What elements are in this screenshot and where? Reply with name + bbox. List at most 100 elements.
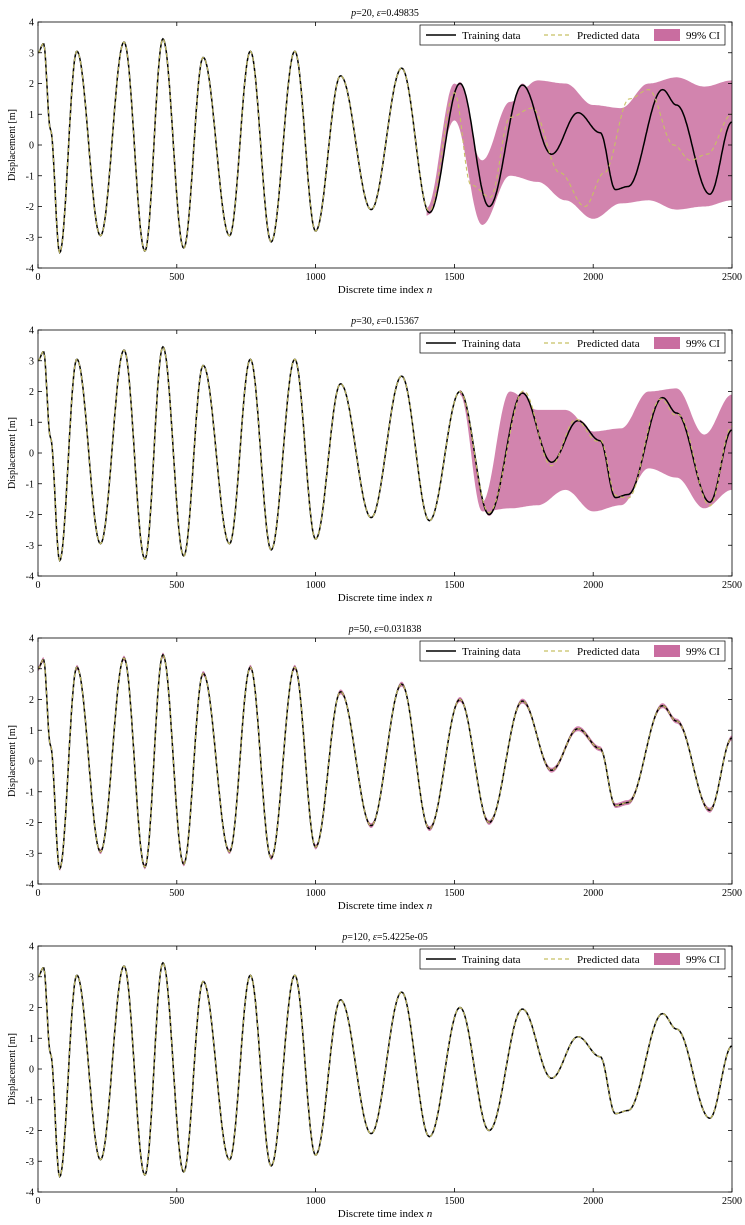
x-axis-label: Discrete time index n xyxy=(338,1208,433,1220)
y-tick-label: -4 xyxy=(26,1188,34,1199)
legend-training-label: Training data xyxy=(462,338,521,350)
y-tick-label: -4 xyxy=(26,572,34,583)
predicted-line xyxy=(38,38,732,254)
legend-ci-swatch xyxy=(654,953,680,965)
y-tick-label: -1 xyxy=(26,1095,34,1106)
chart-panel-4: 0 500 1000 1500 2000 2500 -4 -3 -2 -1 0 1 2 3 4 p=120, … xyxy=(7,932,742,1220)
x-tick-label: 1500 xyxy=(444,272,464,283)
y-tick-label: -4 xyxy=(26,880,34,891)
y-tick-label: -1 xyxy=(26,171,34,182)
legend: Training data Predicted data 99% CI xyxy=(419,332,726,354)
training-line xyxy=(38,653,732,871)
legend-ci-swatch xyxy=(654,337,680,349)
x-tick-label: 2500 xyxy=(722,272,742,283)
y-tick-label: -2 xyxy=(26,510,34,521)
legend-training-label: Training data xyxy=(462,954,521,966)
y-axis-label: Displacement [m] xyxy=(7,1033,18,1105)
y-axis-label: Displacement [m] xyxy=(7,109,18,181)
x-tick-label: 2000 xyxy=(583,272,603,283)
y-tick-label: -2 xyxy=(26,1126,34,1137)
predicted-line xyxy=(38,346,732,562)
x-tick-label: 500 xyxy=(169,888,184,899)
chart-title: p=120, ε=5.4225e-05 xyxy=(341,932,428,943)
x-axis-label: Discrete time index n xyxy=(338,284,433,296)
x-tick-label: 2500 xyxy=(722,580,742,591)
x-tick-label: 2000 xyxy=(583,1196,603,1207)
x-tick-label: 0 xyxy=(36,888,41,899)
x-tick-label: 2500 xyxy=(722,888,742,899)
y-tick-label: -2 xyxy=(26,818,34,829)
x-tick-label: 1500 xyxy=(444,888,464,899)
predicted-line xyxy=(38,654,732,870)
y-tick-label: 3 xyxy=(29,356,34,367)
x-tick-label: 1000 xyxy=(306,580,326,591)
y-tick-label: 4 xyxy=(29,326,34,337)
legend-predicted-label: Predicted data xyxy=(577,338,640,350)
x-tick-label: 0 xyxy=(36,1196,41,1207)
y-tick-label: 2 xyxy=(29,79,34,90)
predicted-line xyxy=(38,962,732,1178)
y-axis-label: Displacement [m] xyxy=(7,417,18,489)
y-tick-label: 3 xyxy=(29,48,34,59)
training-line xyxy=(38,961,732,1179)
chart-panel-3: 0 500 1000 1500 2000 2500 -4 -3 -2 -1 0 1 2 3 4 p=50, ε… xyxy=(7,624,742,912)
x-tick-label: 1500 xyxy=(444,580,464,591)
y-tick-label: 0 xyxy=(29,1065,34,1076)
legend-training-label: Training data xyxy=(462,30,521,42)
legend-predicted-label: Predicted data xyxy=(577,646,640,658)
legend-predicted-label: Predicted data xyxy=(577,954,640,966)
y-tick-label: -4 xyxy=(26,264,34,275)
chart-title: p=20, ε=0.49835 xyxy=(350,8,419,19)
legend: Training data Predicted data 99% CI xyxy=(419,24,726,46)
x-tick-label: 500 xyxy=(169,1196,184,1207)
legend-ci-label: 99% CI xyxy=(686,646,720,658)
y-tick-label: 3 xyxy=(29,664,34,675)
y-tick-label: 2 xyxy=(29,695,34,706)
y-tick-label: 3 xyxy=(29,972,34,983)
x-tick-label: 2000 xyxy=(583,580,603,591)
y-tick-label: 0 xyxy=(29,449,34,460)
x-tick-label: 1000 xyxy=(306,1196,326,1207)
chart-panel-2: 0 500 1000 1500 2000 2500 -4 -3 -2 -1 0 1 2 3 4 p=30, ε… xyxy=(7,316,742,604)
x-tick-label: 2000 xyxy=(583,888,603,899)
x-tick-label: 0 xyxy=(36,272,41,283)
y-tick-label: 4 xyxy=(29,18,34,29)
chart-title: p=50, ε=0.031838 xyxy=(348,624,422,635)
plot-area xyxy=(38,652,732,871)
x-tick-label: 500 xyxy=(169,272,184,283)
y-tick-label: -1 xyxy=(26,787,34,798)
plot-area xyxy=(38,37,732,255)
legend-predicted-label: Predicted data xyxy=(577,30,640,42)
y-tick-label: 2 xyxy=(29,1003,34,1014)
plot-area xyxy=(38,961,732,1179)
legend: Training data Predicted data 99% CI xyxy=(419,640,726,662)
legend-ci-label: 99% CI xyxy=(686,30,720,42)
y-tick-label: -3 xyxy=(26,849,34,860)
y-tick-label: 1 xyxy=(29,418,34,429)
x-tick-label: 1000 xyxy=(306,888,326,899)
x-tick-label: 1500 xyxy=(444,1196,464,1207)
y-tick-label: 1 xyxy=(29,110,34,121)
y-tick-label: -3 xyxy=(26,541,34,552)
ci-band xyxy=(426,77,732,225)
legend: Training data Predicted data 99% CI xyxy=(419,948,726,970)
legend-ci-swatch xyxy=(654,29,680,41)
ci-band xyxy=(460,388,732,516)
x-tick-label: 0 xyxy=(36,580,41,591)
plot-area xyxy=(38,345,732,563)
y-tick-label: 0 xyxy=(29,757,34,768)
y-tick-label: 1 xyxy=(29,726,34,737)
y-tick-label: 4 xyxy=(29,634,34,645)
chart-title: p=30, ε=0.15367 xyxy=(350,316,419,327)
legend-ci-swatch xyxy=(654,645,680,657)
legend-ci-label: 99% CI xyxy=(686,338,720,350)
y-tick-label: 0 xyxy=(29,141,34,152)
training-line xyxy=(38,37,732,255)
legend-ci-label: 99% CI xyxy=(686,954,720,966)
x-tick-label: 1000 xyxy=(306,272,326,283)
x-axis-label: Discrete time index n xyxy=(338,592,433,604)
x-tick-label: 2500 xyxy=(722,1196,742,1207)
legend-training-label: Training data xyxy=(462,646,521,658)
y-tick-label: 4 xyxy=(29,942,34,953)
y-tick-label: 2 xyxy=(29,387,34,398)
